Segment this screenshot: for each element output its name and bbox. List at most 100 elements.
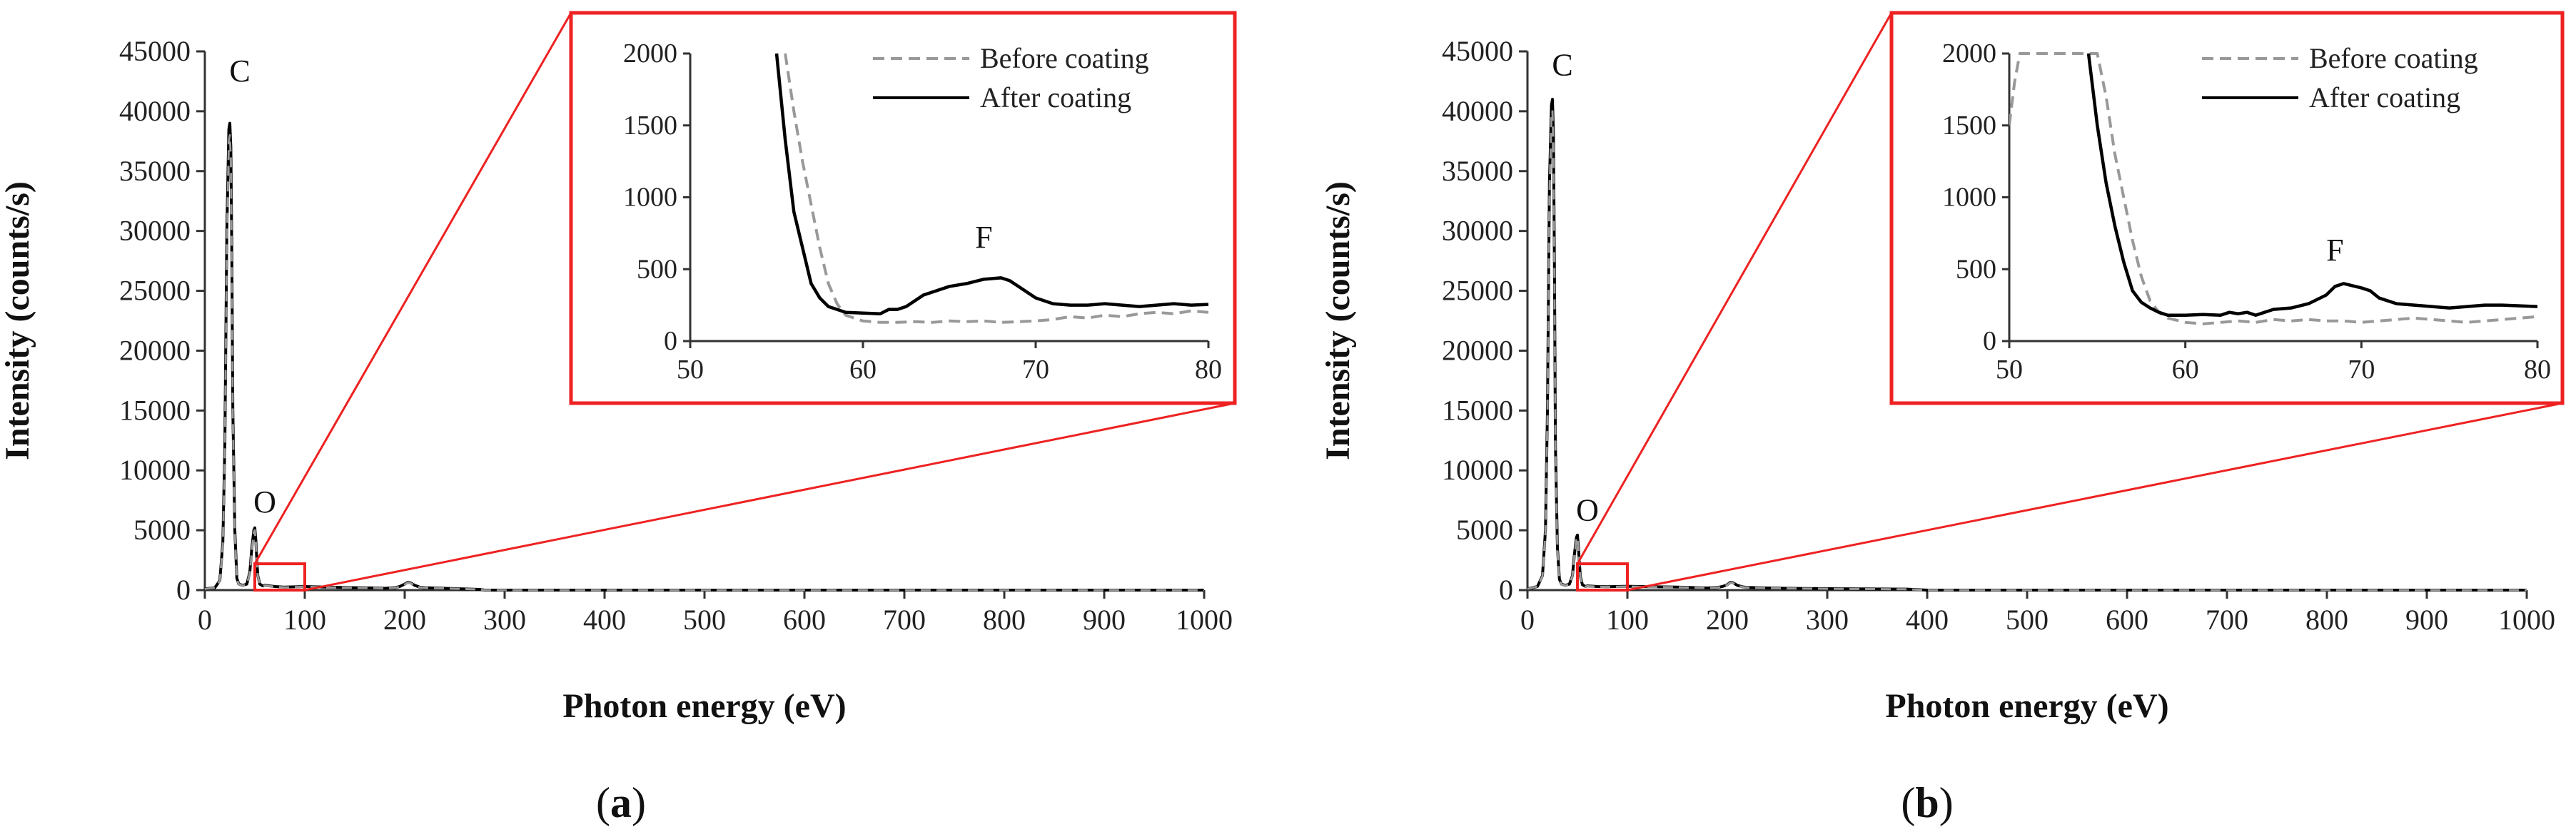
- y-tick-label: 0: [176, 574, 191, 606]
- panel-label-open: (: [596, 779, 610, 826]
- legend-label-before: Before coating: [980, 42, 1149, 74]
- y-tick-label: 20000: [119, 334, 191, 366]
- x-tick-label: 100: [283, 604, 326, 636]
- inset-y-tick-label: 1500: [1942, 111, 1996, 141]
- x-tick-label: 700: [883, 604, 926, 636]
- peak-label-o: O: [1576, 493, 1599, 528]
- zoom-connector: [304, 402, 1236, 592]
- inset-x-tick-label: 80: [1195, 355, 1222, 385]
- y-tick-label: 15000: [119, 394, 191, 426]
- series-line-dashed: [204, 133, 1204, 592]
- inset-series-line-dashed: [2009, 52, 2537, 325]
- series-line-solid: [1527, 98, 2527, 592]
- inset-series-line-solid: [2086, 53, 2537, 317]
- inset-y-tick-label: 500: [1956, 254, 1996, 284]
- legend-label-after: After coating: [2309, 81, 2460, 113]
- y-tick-label: 40000: [1442, 95, 1513, 127]
- inset-frame: [1889, 11, 2565, 405]
- y-tick-label: 40000: [119, 95, 191, 127]
- legend-label-before: Before coating: [2309, 42, 2478, 74]
- y-tick-label: 30000: [1442, 215, 1513, 247]
- peak-label-o: O: [253, 485, 276, 519]
- inset-series-line-dashed: [784, 53, 1208, 324]
- inset-chart: 0 500 1000 1500 2000 50 60 70 80 F Before coating A…: [623, 39, 1222, 385]
- x-tick-label: 600: [783, 604, 826, 636]
- x-tick-label: 0: [1520, 604, 1535, 636]
- x-tick-label: 700: [2206, 604, 2248, 636]
- legend-label-after: After coating: [980, 81, 1131, 113]
- inset-y-tick-label: 1000: [1942, 183, 1996, 213]
- x-tick-label: 300: [483, 604, 526, 636]
- x-tick-label: 500: [2006, 604, 2049, 636]
- chart-panel-b: 0500010000150002000025000300003500040000…: [1319, 11, 2565, 826]
- peak-label-c: C: [229, 54, 250, 88]
- y-tick-label: 25000: [119, 275, 191, 307]
- y-tick-label: 10000: [119, 454, 191, 486]
- inset-chart: 0 500 1000 1500 2000 50 60 70 80 F Before coating A…: [1942, 39, 2551, 385]
- x-tick-label: 300: [1806, 604, 1849, 636]
- inset-y-tick-label: 500: [637, 254, 677, 284]
- y-tick-label: 35000: [119, 155, 191, 187]
- x-tick-label: 900: [2405, 604, 2448, 636]
- panel-label-close: ): [632, 779, 646, 826]
- inset-series-line-solid: [774, 53, 1208, 315]
- inset-x-tick-label: 70: [1022, 355, 1049, 385]
- y-tick-label: 5000: [1456, 514, 1513, 546]
- zoom-connector: [1576, 12, 1893, 564]
- y-tick-label: 25000: [1442, 275, 1513, 307]
- inset-peak-label-f: F: [2326, 233, 2343, 268]
- panel-label-letter: a: [610, 779, 632, 826]
- x-tick-label: 400: [1906, 604, 1949, 636]
- x-tick-label: 1000: [2498, 604, 2555, 636]
- inset-y-tick-label: 2000: [623, 39, 677, 69]
- y-tick-label: 35000: [1442, 155, 1513, 187]
- panel-label-close: ): [1939, 779, 1954, 826]
- panel-label: (b): [1901, 779, 1953, 826]
- x-axis-label: Photon energy (eV): [562, 687, 846, 725]
- y-axis-label: Intensity (counts/s): [0, 181, 36, 460]
- y-tick-label: 20000: [1442, 334, 1513, 366]
- series-line-dashed: [1527, 110, 2527, 592]
- x-tick-label: 400: [583, 604, 626, 636]
- inset-x-tick-label: 50: [677, 355, 704, 385]
- x-tick-label: 0: [198, 604, 212, 636]
- x-tick-label: 200: [1706, 604, 1749, 636]
- x-tick-label: 200: [383, 604, 426, 636]
- inset-frame: [569, 11, 1237, 405]
- inset-x-tick-label: 80: [2524, 355, 2551, 385]
- x-tick-label: 800: [2305, 604, 2348, 636]
- inset-x-tick-label: 70: [2348, 355, 2375, 385]
- chart-panel-a: 0500010000150002000025000300003500040000…: [0, 11, 1237, 826]
- zoom-connector: [1627, 402, 2563, 592]
- inset-x-tick-label: 60: [849, 355, 877, 385]
- x-tick-label: 100: [1606, 604, 1649, 636]
- inset-peak-label-f: F: [975, 220, 992, 255]
- inset-x-tick-label: 60: [2172, 355, 2199, 385]
- y-tick-label: 45000: [1442, 35, 1513, 67]
- x-tick-label: 500: [683, 604, 726, 636]
- inset-x-tick-label: 50: [1996, 355, 2023, 385]
- zoom-box: [1576, 562, 1629, 592]
- inset-y-tick-label: 0: [664, 326, 677, 356]
- x-tick-label: 1000: [1176, 604, 1233, 636]
- y-axis-label: Intensity (counts/s): [1319, 181, 1357, 460]
- inset-y-tick-label: 0: [1983, 326, 1996, 356]
- inset-y-tick-label: 1000: [623, 183, 677, 213]
- panel-label-letter: b: [1915, 779, 1939, 826]
- panel-label-open: (: [1901, 779, 1915, 826]
- x-tick-label: 600: [2106, 604, 2148, 636]
- zoom-box: [253, 562, 306, 592]
- y-tick-label: 0: [1499, 574, 1513, 606]
- y-tick-label: 5000: [133, 514, 191, 546]
- y-tick-label: 30000: [119, 215, 191, 247]
- peak-label-c: C: [1552, 48, 1572, 83]
- inset-y-tick-label: 2000: [1942, 39, 1996, 69]
- x-axis-label: Photon energy (eV): [1885, 687, 2168, 725]
- y-tick-label: 10000: [1442, 454, 1513, 486]
- zoom-connector: [253, 12, 572, 564]
- y-tick-label: 15000: [1442, 394, 1513, 426]
- panel-label: (a): [596, 779, 646, 826]
- y-tick-label: 45000: [119, 35, 191, 67]
- x-tick-label: 900: [1083, 604, 1126, 636]
